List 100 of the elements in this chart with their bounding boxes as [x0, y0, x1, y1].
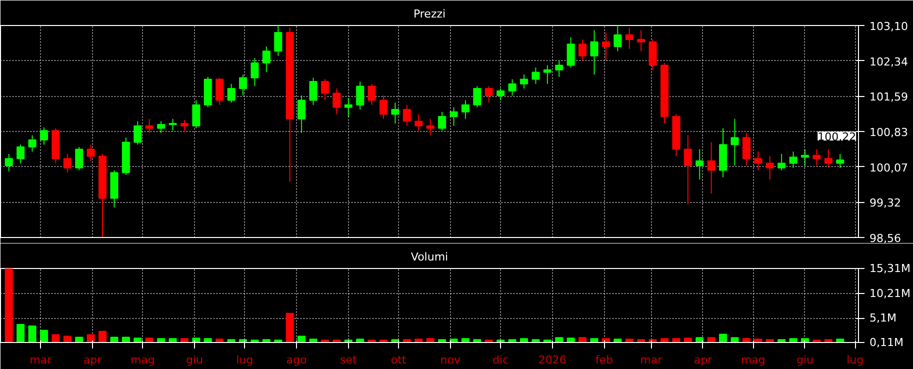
x-tick-label: lug — [236, 354, 254, 366]
bar — [473, 339, 482, 342]
candlestick — [555, 60, 564, 78]
candlestick — [262, 46, 270, 73]
x-tick-label: dic — [492, 354, 509, 366]
candlestick — [590, 30, 598, 76]
bar — [672, 338, 680, 342]
bar — [754, 338, 762, 342]
y-tick-label: 5,1M — [870, 312, 896, 325]
candlestick — [192, 100, 200, 129]
bar — [262, 339, 270, 342]
candlestick — [16, 144, 25, 164]
bar — [122, 336, 130, 342]
candlestick — [356, 81, 364, 110]
bar — [192, 338, 200, 342]
x-tick-label: mag — [130, 354, 155, 366]
candlestick — [320, 78, 329, 101]
y-tick-label: 15,31M — [870, 262, 910, 275]
candlestick — [637, 30, 646, 52]
x-tick-label: giu — [186, 354, 204, 366]
y-tick-label: 98,56 — [870, 232, 901, 245]
bar — [590, 338, 598, 342]
candlestick — [438, 111, 446, 132]
bar — [625, 338, 634, 342]
x-tick-label: apr — [83, 354, 102, 366]
candlestick — [379, 95, 388, 120]
candlestick — [461, 100, 470, 120]
bar — [204, 338, 212, 342]
bar — [614, 338, 622, 342]
bar — [75, 336, 84, 342]
candlestick — [602, 32, 610, 62]
bar — [40, 330, 48, 342]
bar — [145, 338, 154, 342]
candlestick — [473, 86, 482, 108]
bar — [298, 336, 306, 342]
y-tick-label: 10,21M — [870, 286, 910, 300]
candlestick — [789, 151, 798, 168]
candlestick — [484, 86, 493, 104]
candlestick — [298, 95, 306, 134]
chart-title: Prezzi — [413, 8, 446, 20]
bar — [168, 338, 177, 342]
bar — [836, 338, 844, 342]
bar — [356, 338, 364, 342]
candlestick — [332, 88, 341, 115]
candlestick — [28, 134, 36, 152]
candlestick — [508, 78, 516, 96]
candlestick — [216, 77, 224, 106]
bar — [52, 334, 60, 342]
bar — [450, 338, 458, 342]
bar — [426, 338, 434, 342]
candlestick — [496, 88, 505, 101]
candlestick — [824, 148, 832, 168]
y-tick-label: 101,59 — [870, 90, 908, 104]
x-tick-label: ago — [286, 354, 308, 366]
bar — [730, 337, 739, 342]
x-tick-label: mar — [30, 354, 52, 366]
bar — [16, 324, 25, 342]
y-tick-label: 103,10 — [870, 20, 908, 33]
bar — [789, 338, 798, 342]
bar — [660, 338, 668, 342]
bar — [227, 339, 236, 342]
candlestick — [778, 153, 786, 171]
bar — [180, 338, 188, 342]
x-tick-label: set — [340, 354, 358, 366]
bar — [134, 338, 142, 342]
x-tick-label: nov — [440, 354, 461, 366]
y-tick-label: 102,34 — [870, 55, 908, 68]
x-tick-label: feb — [595, 354, 614, 366]
bar — [286, 312, 294, 342]
candlestick — [344, 97, 352, 118]
bar — [402, 339, 411, 342]
bar — [684, 338, 692, 342]
bar — [63, 336, 72, 342]
bar — [216, 338, 224, 342]
candlestick — [368, 83, 376, 106]
x-tick-label: apr — [694, 354, 713, 366]
candlestick — [40, 126, 48, 146]
candlestick — [625, 27, 634, 50]
candlestick — [696, 148, 704, 180]
bar — [778, 339, 786, 342]
candlestick — [145, 118, 154, 134]
candlestick — [543, 64, 552, 84]
x-tick-label: mag — [740, 354, 766, 366]
candlestick — [614, 26, 622, 52]
candlestick — [391, 102, 400, 124]
candlestick — [648, 39, 657, 70]
candlestick — [766, 156, 774, 180]
candlestick — [836, 153, 844, 168]
bar — [566, 338, 575, 342]
y-tick-label: 99,32 — [870, 196, 901, 210]
candlestick — [684, 134, 692, 205]
y-tick-label: 100,07 — [870, 161, 908, 174]
bar — [438, 339, 446, 342]
bar — [766, 339, 774, 342]
bar — [742, 338, 750, 342]
candlestick — [168, 118, 177, 132]
bar — [28, 325, 36, 342]
bar — [98, 330, 107, 342]
bar — [461, 338, 470, 342]
bar — [4, 268, 13, 342]
